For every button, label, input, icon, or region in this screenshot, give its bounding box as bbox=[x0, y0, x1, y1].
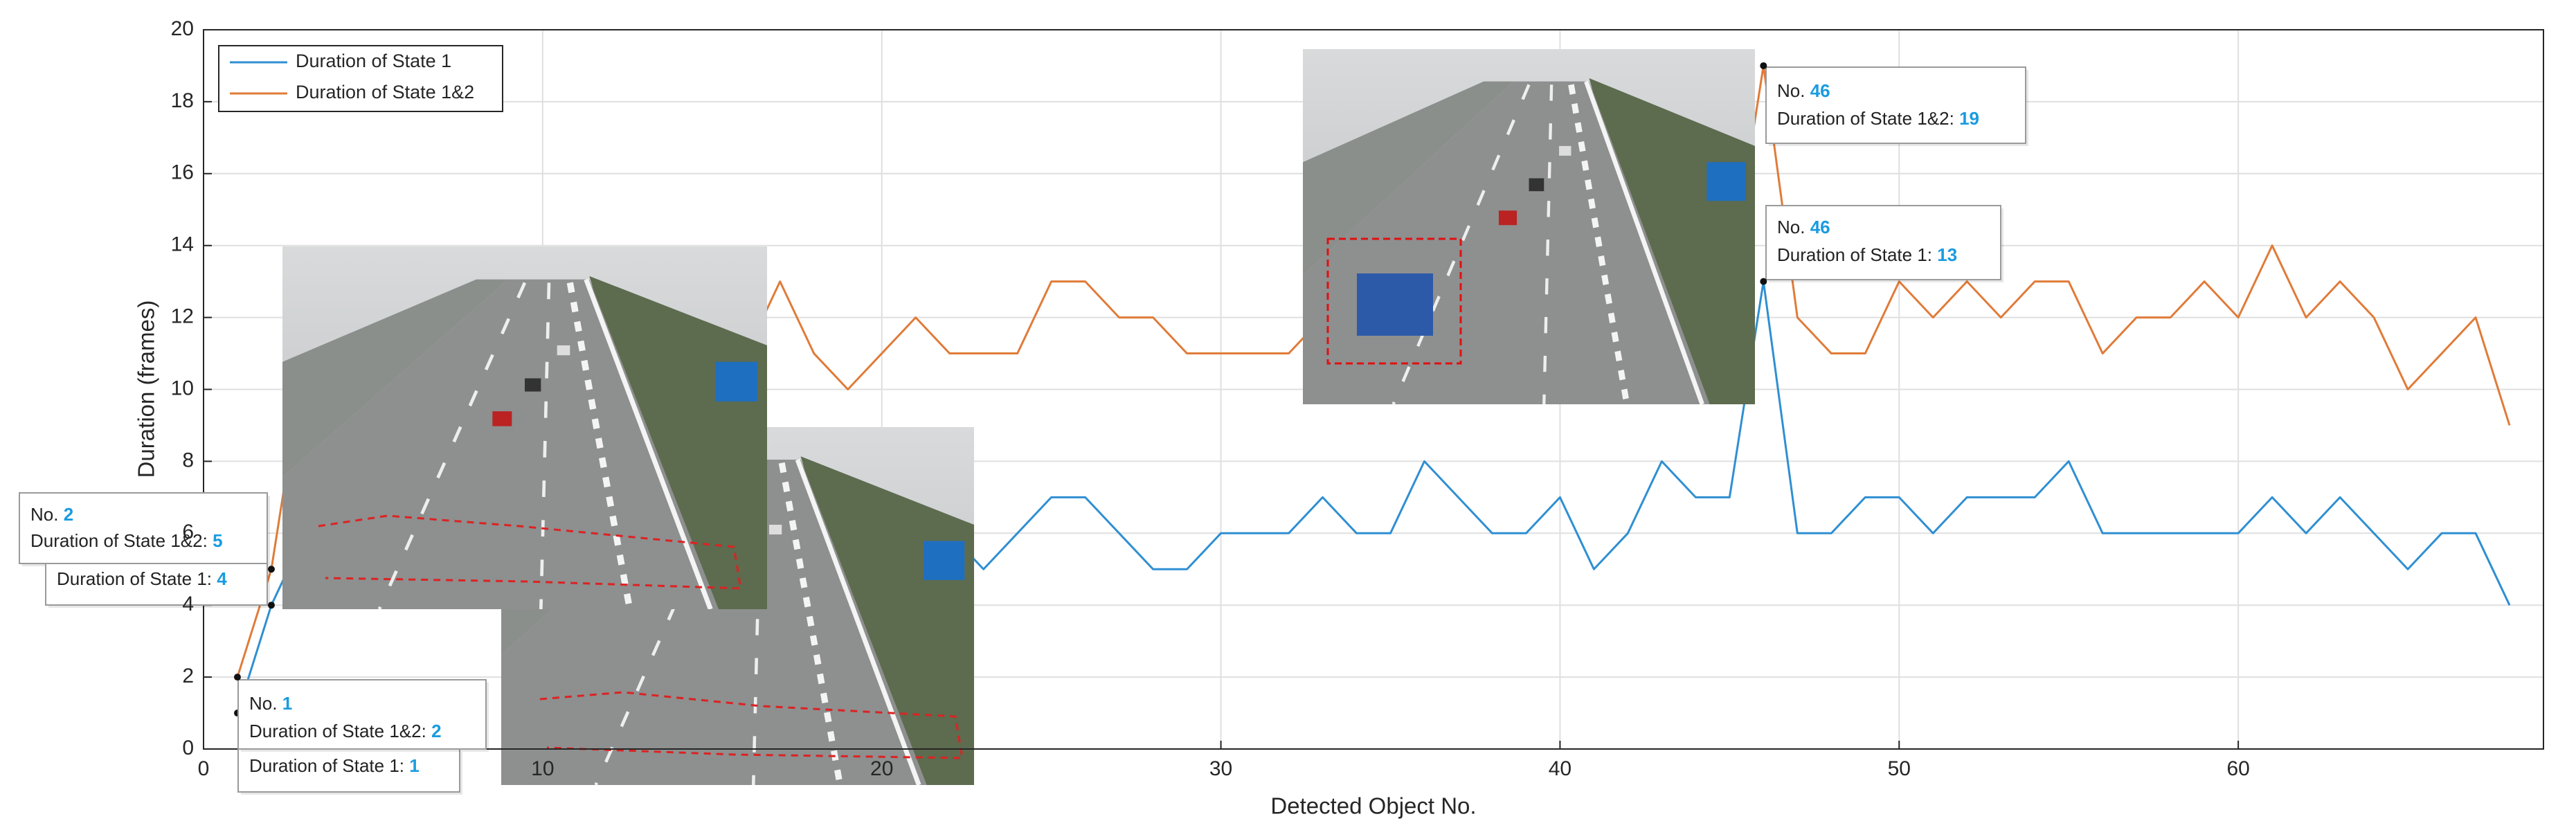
y-tick-label: 14 bbox=[171, 233, 194, 256]
y-tick-label: 6 bbox=[182, 521, 194, 543]
x-tick-label: 60 bbox=[2226, 757, 2249, 780]
datatip-box bbox=[1765, 66, 2026, 144]
datatip-value: 5 bbox=[213, 530, 222, 551]
y-axis-label: Duration (frames) bbox=[134, 300, 159, 478]
legend-label: Duration of State 1 bbox=[296, 51, 451, 71]
datatip-value: 46 bbox=[1810, 217, 1830, 237]
datatip: Duration of State 1: 4 bbox=[45, 563, 275, 609]
datatip-point bbox=[1760, 278, 1767, 285]
x-axis-label: Detected Object No. bbox=[1270, 793, 1476, 819]
y-tick-label: 4 bbox=[182, 593, 194, 615]
datatip-label: Duration of State 1&2: bbox=[1777, 108, 1954, 129]
datatip-label: Duration of State 1&2: bbox=[249, 721, 426, 741]
road-photo bbox=[282, 246, 767, 609]
datatip-text: Duration of State 1: 13 bbox=[1777, 244, 1957, 265]
datatip: Duration of State 1: 1 bbox=[233, 710, 462, 795]
datatip-label: No. bbox=[30, 504, 58, 525]
datatip-point bbox=[1760, 62, 1767, 69]
datatip-text: No. 1 bbox=[249, 693, 292, 714]
lane-overlay bbox=[539, 691, 964, 759]
datatip-box bbox=[1765, 205, 2001, 280]
datatip-text: Duration of State 1: 1 bbox=[249, 755, 420, 776]
datatip-point bbox=[267, 602, 275, 609]
x-tick-label: 20 bbox=[870, 757, 893, 780]
datatip-text: Duration of State 1&2: 5 bbox=[30, 530, 223, 551]
datatip-text: Duration of State 1&2: 19 bbox=[1777, 108, 1979, 129]
datatip-text: No. 46 bbox=[1777, 80, 1830, 101]
datatip-box bbox=[19, 492, 268, 564]
datatip-box bbox=[45, 563, 268, 606]
x-tick-label: 50 bbox=[1888, 757, 1911, 780]
y-tick-label: 18 bbox=[171, 89, 194, 112]
datatip-value: 19 bbox=[1959, 108, 1979, 129]
datatip-point bbox=[267, 566, 275, 573]
datatip-text: Duration of State 1&2: 2 bbox=[249, 721, 442, 741]
datatip-value: 46 bbox=[1810, 80, 1830, 101]
y-tick-label: 20 bbox=[171, 17, 194, 40]
y-tick-label: 8 bbox=[182, 449, 194, 471]
legend-box bbox=[218, 45, 503, 112]
datatip: No. 46 Duration of State 1&2: 19 bbox=[1760, 62, 2028, 146]
datatip-label: No. bbox=[1777, 80, 1805, 101]
road-photo bbox=[1303, 49, 1755, 404]
x-tick-label: 0 bbox=[198, 757, 210, 780]
datatip-label: Duration of State 1: bbox=[57, 568, 212, 589]
y-tick-label: 12 bbox=[171, 305, 194, 328]
axes-box bbox=[203, 29, 2544, 750]
x-tick-label: 40 bbox=[1549, 757, 1571, 780]
datatip: No. 1 Duration of State 1&2: 2 bbox=[233, 674, 489, 752]
datatip-value: 4 bbox=[217, 568, 227, 589]
datatip-value: 1 bbox=[282, 693, 292, 714]
datatip-text: No. 2 bbox=[30, 504, 73, 525]
datatip-value: 13 bbox=[1937, 244, 1957, 265]
lane-overlay bbox=[318, 514, 742, 590]
datatip-label: Duration of State 1&2: bbox=[30, 530, 208, 551]
y-tick-label: 10 bbox=[171, 377, 194, 399]
legend: Duration of State 1 Duration of State 1&2 bbox=[218, 45, 503, 112]
datatip-text: Duration of State 1: 4 bbox=[57, 568, 227, 589]
legend-label: Duration of State 1&2 bbox=[296, 82, 474, 102]
datatip: No. 2 Duration of State 1&2: 5 bbox=[19, 492, 275, 573]
datatip-label: Duration of State 1: bbox=[249, 755, 404, 776]
x-tick-label: 10 bbox=[531, 757, 554, 780]
y-tick-label: 0 bbox=[182, 737, 194, 759]
datatip-value: 2 bbox=[64, 504, 73, 525]
datatip-box bbox=[237, 748, 460, 793]
datatip-value: 2 bbox=[431, 721, 441, 741]
datatip: No. 46 Duration of State 1: 13 bbox=[1760, 205, 2003, 285]
datatip-label: Duration of State 1: bbox=[1777, 244, 1932, 265]
photos bbox=[282, 49, 1755, 785]
x-tick-label: 30 bbox=[1209, 757, 1232, 780]
datatip-text: No. 46 bbox=[1777, 217, 1830, 237]
y-tick-label: 2 bbox=[182, 665, 194, 687]
datatip-value: 1 bbox=[409, 755, 419, 776]
truck bbox=[1357, 273, 1433, 336]
datatip-point bbox=[233, 674, 241, 681]
datatip-label: No. bbox=[249, 693, 277, 714]
datatip-box bbox=[237, 679, 487, 750]
datatip-label: No. bbox=[1777, 217, 1805, 237]
y-tick-label: 16 bbox=[171, 161, 194, 184]
detection-box bbox=[1326, 237, 1462, 365]
